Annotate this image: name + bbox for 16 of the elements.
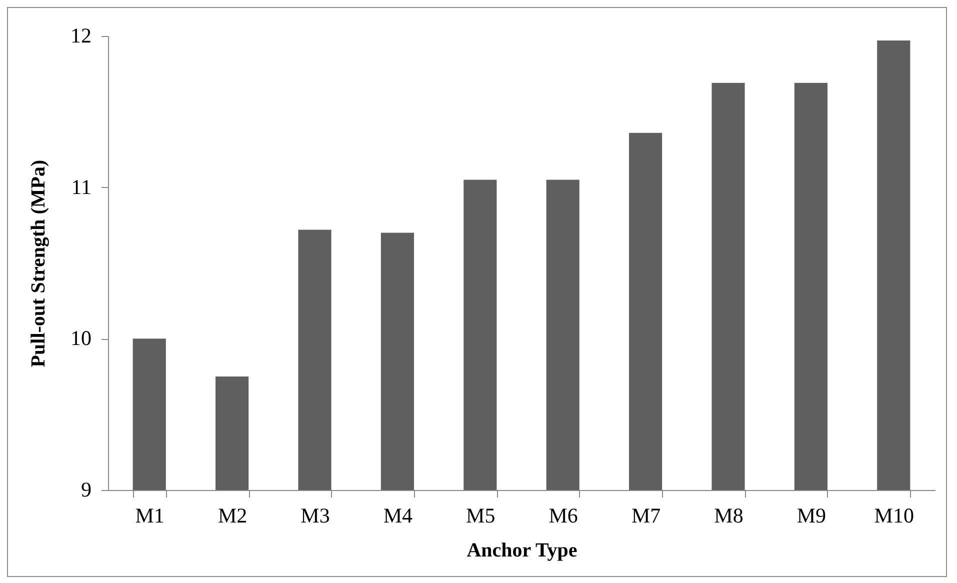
x-axis-title: Anchor Type (466, 540, 578, 562)
x-tick-label: M1 (135, 504, 164, 528)
y-tick-label: 11 (71, 174, 92, 199)
x-tick-label: M4 (383, 504, 414, 528)
y-tick-label: 12 (70, 24, 92, 48)
x-tick-label: M8 (714, 504, 744, 528)
y-tick-label: 9 (81, 478, 92, 502)
y-tick-label: 10 (70, 326, 92, 350)
x-tick-label: M3 (300, 504, 330, 528)
x-tick-label: M2 (218, 504, 248, 528)
x-tick-label: M10 (874, 504, 914, 528)
x-tick-label: M7 (631, 504, 661, 528)
y-axis-title: Pull-out Strength (MPa) (28, 160, 50, 368)
x-tick-label: M9 (796, 504, 826, 528)
x-tick-label: M5 (466, 504, 496, 528)
x-tick-label: M6 (548, 504, 578, 528)
